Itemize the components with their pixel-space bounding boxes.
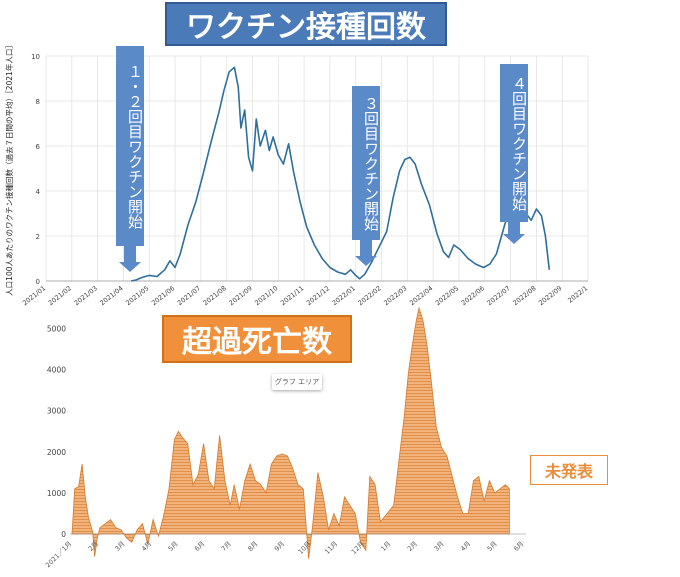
vaccination-xtick-label: 2022/08 <box>511 284 537 307</box>
vaccination-series-line <box>131 66 551 282</box>
vaccination-xtick-label: 2021/11 <box>279 284 305 307</box>
excess-ytick-label: 4000 <box>47 366 66 375</box>
vaccination-xtick-label: 2021/01 <box>21 284 47 307</box>
vaccination-xtick-label: 2022/05 <box>434 284 460 307</box>
vaccination-xtick-label: 2022/1 <box>566 284 589 304</box>
vaccination-xtick-label: 2021/07 <box>176 284 202 307</box>
excess-xtick-label: 1月 <box>379 540 392 553</box>
excess-ytick-label: 5000 <box>47 325 66 334</box>
excess-xtick-label: 9月 <box>273 540 286 553</box>
excess-deaths-area <box>71 306 510 559</box>
excess-xtick-label: 5月 <box>486 540 499 553</box>
callout-dose-4: ４回目ワクチン開始 <box>500 64 528 222</box>
vaccination-xtick-label: 2021/08 <box>202 284 228 307</box>
vaccination-ytick-label: 8 <box>36 98 40 106</box>
vaccination-xtick-label: 2021/09 <box>227 284 253 307</box>
excess-ytick-label: 1000 <box>47 489 66 498</box>
vaccination-ytick-label: 2 <box>36 233 40 241</box>
not-published-label: 未発表 <box>530 455 608 485</box>
vaccination-ylabel: 人口100人あたりのワクチン接種回数（過去７日間の平均）［2021年人口］ <box>4 41 14 296</box>
excess-deaths-chart-plot <box>71 306 510 559</box>
vaccination-xtick-label: 2021/05 <box>124 284 150 307</box>
vaccination-ytick-label: 6 <box>36 143 41 151</box>
excess-xtick-label: 6月 <box>512 540 525 553</box>
vaccination-xtick-label: 2021/12 <box>305 284 331 307</box>
vaccination-xtick-label: 2022/02 <box>357 284 383 307</box>
vaccination-xtick-label: 2021/10 <box>253 284 279 307</box>
excess-xtick-label: 2月 <box>87 540 100 553</box>
callout-arrow <box>503 220 525 244</box>
vaccination-ytick-label: 4 <box>36 188 41 196</box>
vaccination-xtick-label: 2022/04 <box>408 284 434 307</box>
vaccination-xtick-label: 2022/06 <box>460 284 486 307</box>
callout-dose-1-2: １・２回目ワクチン開始 <box>116 46 144 246</box>
excess-ytick-label: 0 <box>61 530 66 539</box>
excess-xtick-label: 4月 <box>459 540 472 553</box>
vaccination-ylabel-group: 人口100人あたりのワクチン接種回数（過去７日間の平均）［2021年人口］ <box>4 41 14 296</box>
excess-ytick-label: 2000 <box>47 448 66 457</box>
vaccination-xtick-label: 2022/09 <box>537 284 563 307</box>
excess-xtick-label: 2021／1月 <box>44 540 73 569</box>
callout-arrow <box>119 244 141 272</box>
vaccination-xtick-label: 2021/06 <box>150 284 176 307</box>
excess-xtick-label: 11月 <box>323 540 339 556</box>
excess-xtick-label: 2月 <box>406 540 419 553</box>
excess-xtick-label: 8月 <box>246 540 259 553</box>
vaccination-xtick-label: 2022/01 <box>331 284 357 307</box>
excess-xtick-label: 4月 <box>140 540 153 553</box>
excess-xtick-label: 7月 <box>220 540 233 553</box>
chart-area-tag[interactable]: グラフ エリア <box>272 374 322 390</box>
vaccination-ytick-label: 0 <box>36 278 40 286</box>
excess-xtick-label: 5月 <box>167 540 180 553</box>
vaccination-xtick-label: 2022/03 <box>382 284 408 307</box>
vaccination-ytick-label: 10 <box>31 53 40 61</box>
excess-xtick-label: 3月 <box>432 540 445 553</box>
callout-arrows <box>119 220 525 272</box>
excess-xtick-label: 6月 <box>193 540 206 553</box>
vaccination-xtick-label: 2021/02 <box>47 284 73 307</box>
callout-arrow <box>355 238 377 266</box>
excess-xtick-label: 3月 <box>113 540 126 553</box>
vaccination-title: ワクチン接種回数 <box>165 2 447 46</box>
vaccination-xtick-label: 2021/04 <box>98 284 124 307</box>
excess-ytick-label: 3000 <box>47 407 66 416</box>
vaccination-xtick-label: 2022/07 <box>486 284 512 307</box>
callout-dose-3: ３回目ワクチン開始 <box>352 86 380 240</box>
vaccination-chart-plot <box>131 66 551 282</box>
vaccination-xtick-label: 2021/03 <box>73 284 99 307</box>
excess-deaths-title: 超過死亡数 <box>162 315 352 363</box>
